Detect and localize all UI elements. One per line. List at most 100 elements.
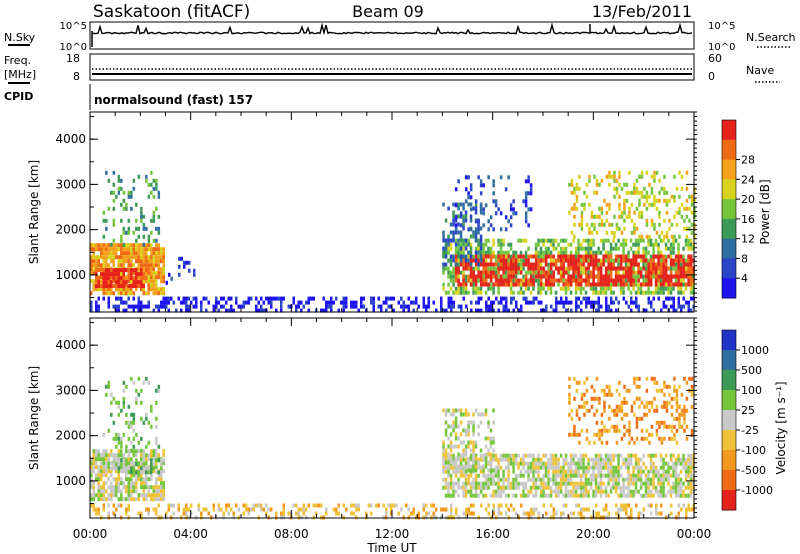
power-cell [547,238,550,243]
power-cell [185,300,188,305]
power-cell [207,300,210,305]
velocity-cell [145,493,148,498]
velocity-cell [130,473,133,478]
power-cell [499,274,503,279]
velocity-cell [140,400,143,405]
power-cell [479,286,483,291]
velocity-cell [507,457,510,462]
velocity-cell [452,493,455,498]
velocity-cell [607,461,610,466]
power-heatmap [90,170,696,313]
power-cell [162,271,165,276]
velocity-cell [92,461,95,466]
power-cell [90,247,93,252]
velocity-cell [97,473,100,478]
velocity-cell [170,503,173,508]
velocity-cell [537,485,540,490]
velocity-cell [572,461,575,466]
power-cell [485,308,488,313]
velocity-cell [622,503,625,508]
velocity-cell [127,424,131,429]
power-cell [574,250,578,255]
power-cell [464,274,468,279]
power-cell [517,290,520,295]
power-cell [422,300,425,305]
velocity-cell [467,468,470,473]
velocity-cell [492,468,495,473]
velocity-cell [580,511,583,516]
velocity-cell [687,473,690,478]
power-cell [462,266,465,271]
power-cell [492,242,495,247]
power-cell [537,278,540,283]
power-cell [603,198,606,203]
power-cell [608,170,611,175]
power-cell [647,258,650,263]
velocity-cell [564,477,568,482]
power-cell [677,286,680,291]
velocity-cell [350,503,353,508]
power-cell [147,238,151,243]
power-cell [122,247,125,252]
velocity-cell [570,432,574,437]
velocity-cell [242,511,245,516]
velocity-cell [484,481,488,486]
power-cell [457,286,460,291]
velocity-cell [135,462,138,467]
velocity-cell [112,462,116,467]
velocity-cell [657,469,660,474]
power-cell [122,242,126,247]
power-cell [562,246,565,251]
power-cell [484,282,488,287]
power-cell [140,259,143,264]
velocity-cell [514,473,518,478]
power-cell [667,282,670,287]
power-cell [95,276,98,281]
power-cell [653,170,656,175]
power-cell [608,174,611,179]
velocity-cell [689,453,693,458]
velocity-cell [659,473,663,478]
velocity-cell [467,424,470,429]
power-cell [474,262,478,267]
velocity-cell [450,511,453,516]
velocity-cell [572,457,575,462]
power-cell [572,238,575,243]
velocity-cell [650,400,654,405]
power-cell [377,296,380,301]
velocity-cell [472,456,475,461]
velocity-cell [678,424,681,429]
velocity-cell [629,477,633,482]
velocity-cell [410,511,413,516]
velocity-cell [469,456,473,461]
power-cell [590,230,594,235]
power-cell [117,291,120,296]
velocity-cell [625,507,628,512]
power-cell [633,226,636,231]
power-cell [469,250,473,255]
power-cell [155,247,158,252]
power-cell [617,270,620,275]
velocity-cell [492,477,495,482]
velocity-cell [92,497,95,502]
velocity-cell [569,461,573,466]
power-cell [602,278,605,283]
power-cell [487,238,490,243]
velocity-cell [524,485,528,490]
power-cell [155,304,158,309]
velocity-cell [502,473,505,478]
power-cell [105,247,108,252]
power-cell [440,300,443,305]
velocity-cell [609,473,613,478]
power-cell [190,300,193,305]
power-cell [532,286,535,291]
velocity-cell [452,420,455,425]
power-cell [629,246,633,251]
velocity-cell [662,457,665,462]
power-cell [652,270,655,275]
power-cell [657,286,660,291]
velocity-cell [132,444,136,449]
power-cell [624,274,628,279]
power-cell [634,290,638,295]
velocity-cell [644,465,648,470]
